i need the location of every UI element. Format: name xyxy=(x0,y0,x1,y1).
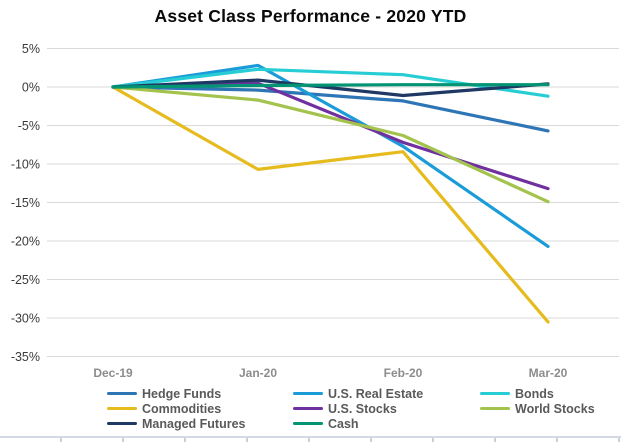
y-axis-tick-label: -10% xyxy=(11,158,40,172)
y-axis-tick-label: -20% xyxy=(11,235,40,249)
legend-line-swatch xyxy=(293,421,323,426)
legend-item-hedge-funds: Hedge Funds xyxy=(107,387,293,401)
legend-line-swatch xyxy=(107,406,137,411)
legend-label: U.S. Real Estate xyxy=(328,386,424,401)
legend-label: Bonds xyxy=(515,386,554,401)
legend-label: World Stocks xyxy=(515,401,595,416)
legend-item-bonds: Bonds xyxy=(480,387,621,401)
legend-label: Hedge Funds xyxy=(142,386,222,401)
series-line-commodities xyxy=(111,85,550,324)
series-line-cash xyxy=(111,83,550,89)
series-line-managed-futures xyxy=(111,78,550,98)
y-axis-tick-label: -35% xyxy=(11,350,40,364)
legend-label: Cash xyxy=(328,416,359,431)
legend-line-swatch xyxy=(107,421,137,426)
legend-line-swatch xyxy=(293,391,323,396)
legend-item-cash: Cash xyxy=(293,417,480,431)
legend-line-swatch xyxy=(293,406,323,411)
legend-label: U.S. Stocks xyxy=(328,401,397,416)
y-axis-tick-label: 5% xyxy=(22,42,40,56)
x-axis-tick-label: Dec-19 xyxy=(93,366,133,380)
series-line-world-stocks xyxy=(111,85,550,204)
y-axis-tick-label: 0% xyxy=(22,81,40,95)
chart-legend: Hedge Funds U.S. Real Estate Bonds Commodit… xyxy=(107,386,621,431)
x-axis-tick-label: Feb-20 xyxy=(384,366,423,380)
legend-line-swatch xyxy=(480,391,510,396)
y-axis-tick-label: -5% xyxy=(18,119,40,133)
legend-label: Managed Futures xyxy=(142,416,246,431)
chart-title: Asset Class Performance - 2020 YTD xyxy=(154,6,467,26)
legend-item-world-stocks: World Stocks xyxy=(480,402,621,416)
legend-line-swatch xyxy=(480,406,510,411)
legend-label: Commodities xyxy=(142,401,222,416)
series-line-u-s-real-estate xyxy=(111,63,550,248)
legend-item-managed-futures: Managed Futures xyxy=(107,417,293,431)
cropped-table-edge xyxy=(0,436,621,442)
legend-line-swatch xyxy=(107,391,137,396)
y-axis-tick-label: -30% xyxy=(11,312,40,326)
x-axis-tick-label: Mar-20 xyxy=(529,366,568,380)
series-line-hedge-funds xyxy=(111,85,550,133)
legend-item-commodities: Commodities xyxy=(107,402,293,416)
y-axis-tick-label: -25% xyxy=(11,273,40,287)
legend-item-u-s-real-estate: U.S. Real Estate xyxy=(293,387,480,401)
y-axis-tick-label: -15% xyxy=(11,196,40,210)
legend-item-u-s-stocks: U.S. Stocks xyxy=(293,402,480,416)
x-axis-tick-label: Jan-20 xyxy=(239,366,277,380)
